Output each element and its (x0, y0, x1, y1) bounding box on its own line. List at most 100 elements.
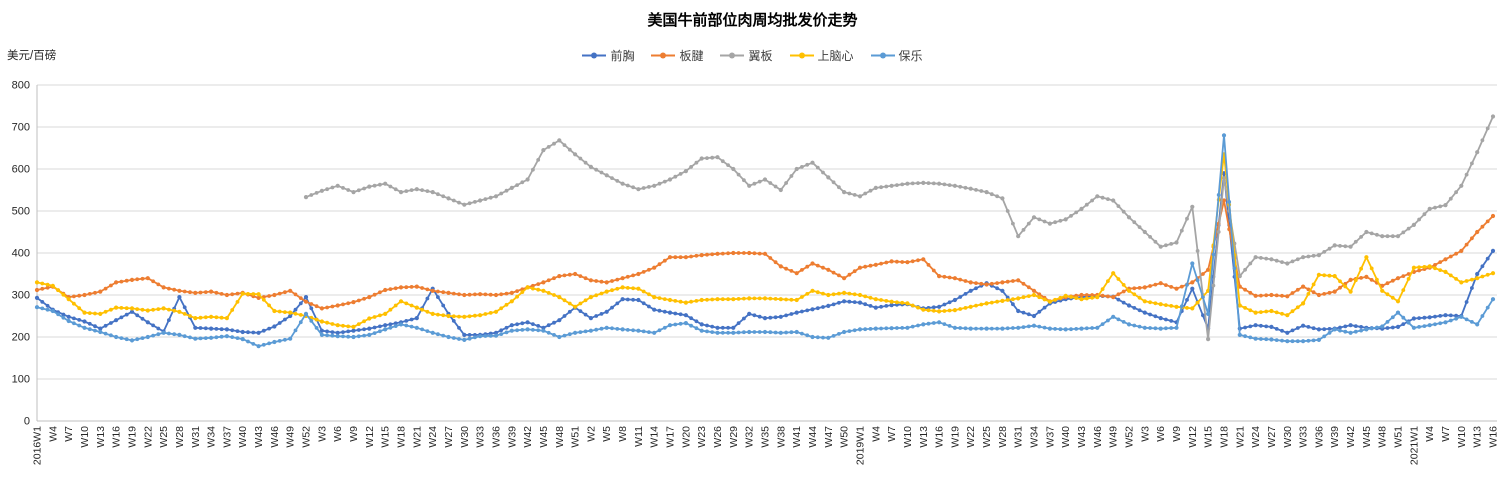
data-point (1390, 295, 1395, 300)
data-point (800, 268, 804, 272)
data-point (1348, 323, 1353, 328)
data-point (1485, 272, 1490, 277)
data-point (910, 303, 915, 308)
data-point (800, 165, 804, 169)
data-point (103, 331, 108, 336)
data-point (984, 326, 989, 331)
data-point (1000, 280, 1005, 285)
data-point (1448, 273, 1453, 278)
data-point (167, 307, 171, 312)
data-point (135, 337, 140, 342)
x-tick-label: W39 (506, 426, 518, 448)
data-point (868, 295, 873, 300)
data-point (895, 183, 899, 188)
data-point (921, 257, 926, 262)
x-tick-label: W27 (443, 426, 455, 448)
data-point (731, 330, 736, 335)
data-point (351, 324, 356, 329)
data-point (1316, 272, 1321, 277)
data-point (414, 325, 419, 330)
data-point (319, 328, 324, 333)
data-point (293, 292, 298, 297)
data-point (683, 255, 689, 260)
data-point (752, 181, 757, 186)
data-point (1090, 198, 1094, 203)
data-point (467, 314, 472, 319)
data-point (1011, 297, 1015, 302)
x-tick-label: W51 (570, 426, 582, 448)
data-point (1021, 295, 1026, 300)
data-point (409, 317, 414, 322)
data-point (631, 273, 635, 278)
data-point (1448, 318, 1453, 323)
data-point (288, 310, 293, 315)
data-point (156, 326, 161, 331)
data-point (1417, 268, 1421, 273)
data-point (1259, 293, 1263, 298)
y-tick-label: 800 (12, 80, 30, 92)
data-point (504, 302, 509, 307)
data-point (219, 334, 224, 339)
data-point (699, 322, 704, 327)
data-point (1448, 254, 1453, 259)
data-point (747, 329, 752, 335)
data-point (1285, 313, 1290, 318)
data-point (789, 297, 794, 302)
x-tick-label: W21 (1234, 426, 1246, 448)
data-point (272, 324, 277, 329)
data-point (1106, 197, 1110, 202)
data-point (1438, 204, 1443, 209)
data-point (778, 330, 783, 335)
data-point (552, 293, 556, 297)
data-point (536, 158, 541, 162)
data-point (842, 329, 847, 335)
data-point (588, 328, 594, 333)
data-point (362, 186, 366, 191)
data-point (1185, 306, 1189, 310)
data-point (694, 299, 699, 303)
x-tick-label: W31 (1013, 426, 1025, 448)
data-point (541, 288, 546, 293)
data-point (905, 181, 910, 186)
data-point (1454, 316, 1458, 321)
data-point (667, 323, 673, 328)
data-point (868, 304, 873, 308)
data-point (588, 278, 594, 283)
data-point (425, 189, 430, 194)
data-point (309, 193, 314, 197)
data-point (1459, 183, 1464, 188)
data-point (594, 327, 599, 332)
legend-item-保乐: 保乐 (870, 47, 923, 64)
data-point (673, 322, 678, 327)
data-point (620, 276, 625, 281)
data-point (1454, 277, 1458, 281)
data-point (1079, 206, 1084, 211)
data-point (831, 334, 836, 338)
data-point (77, 293, 82, 298)
data-point (119, 315, 124, 320)
data-point (135, 313, 140, 318)
data-point (857, 300, 863, 305)
data-point (77, 306, 82, 311)
data-point (467, 336, 472, 341)
data-point (1395, 299, 1401, 304)
data-point (857, 265, 863, 270)
y-axis-unit-label: 美元/百磅 (7, 50, 57, 62)
data-point (441, 194, 446, 199)
data-point (341, 334, 345, 339)
data-point (404, 319, 409, 323)
data-point (1243, 287, 1247, 292)
data-point (224, 334, 229, 339)
data-point (736, 330, 741, 335)
data-point (1380, 324, 1385, 329)
data-point (863, 327, 868, 332)
data-point (66, 314, 71, 319)
data-point (583, 312, 588, 317)
data-point (1216, 230, 1221, 234)
data-point (784, 297, 788, 302)
data-point (1364, 274, 1369, 279)
data-point (1206, 288, 1211, 293)
data-point (594, 279, 599, 283)
data-point (889, 183, 894, 188)
data-point (87, 311, 92, 315)
